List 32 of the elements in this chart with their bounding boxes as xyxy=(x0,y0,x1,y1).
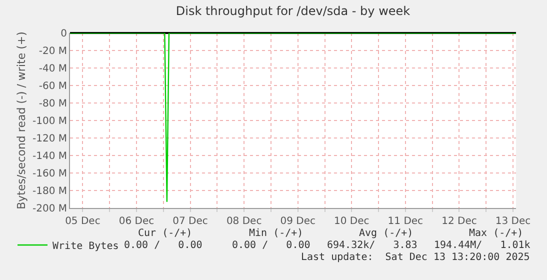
y-tick-label: -120 M xyxy=(32,134,67,144)
y-axis-title: Bytes/second read (-) / write (+) xyxy=(15,32,28,210)
x-tick-label: 13 Dec xyxy=(495,216,531,227)
y-tick-label: 0 xyxy=(60,28,67,40)
text: 0.00 / 0.00 xyxy=(124,240,202,251)
y-tick-label: -100 M xyxy=(32,116,67,127)
x-tick-label: 07 Dec xyxy=(172,216,208,227)
chart-title: Disk throughput for /dev/sda - by week xyxy=(176,4,410,18)
text: 694.32k/ 3.83 xyxy=(327,240,418,251)
y-tick-label: -200 M xyxy=(32,204,67,214)
x-tick-label: 08 Dec xyxy=(226,216,262,227)
y-tick-label: -140 M xyxy=(32,151,67,162)
y-tick-label: -80 M xyxy=(38,98,67,110)
y-tick-label: -180 M xyxy=(32,186,67,197)
text: 0.00 / 0.00 xyxy=(232,240,310,251)
text: Min (-/+) xyxy=(249,228,304,239)
legend-label: Write Bytes xyxy=(52,240,119,252)
x-tick-label: 06 Dec xyxy=(118,216,154,227)
x-tick-label: 09 Dec xyxy=(280,216,316,227)
text: 194.44M/ 1.01k xyxy=(434,240,530,251)
y-tick-label: -60 M xyxy=(38,81,67,92)
text: Last update: Sat Dec 13 13:20:00 2025 xyxy=(301,252,530,263)
x-tick-label: 10 Dec xyxy=(334,216,370,227)
x-tick-label: 12 Dec xyxy=(442,216,477,227)
x-tick-label: 05 Dec xyxy=(65,216,100,227)
y-tick-label: -20 M xyxy=(38,46,67,57)
y-tick-label: -160 M xyxy=(32,168,67,180)
text: Avg (-/+) xyxy=(359,228,414,239)
x-tick-label: 11 Dec xyxy=(388,216,424,227)
y-tick-label: -40 M xyxy=(38,64,67,74)
text: Cur (-/+) xyxy=(138,228,192,239)
text: Max (-/+) xyxy=(469,228,524,239)
